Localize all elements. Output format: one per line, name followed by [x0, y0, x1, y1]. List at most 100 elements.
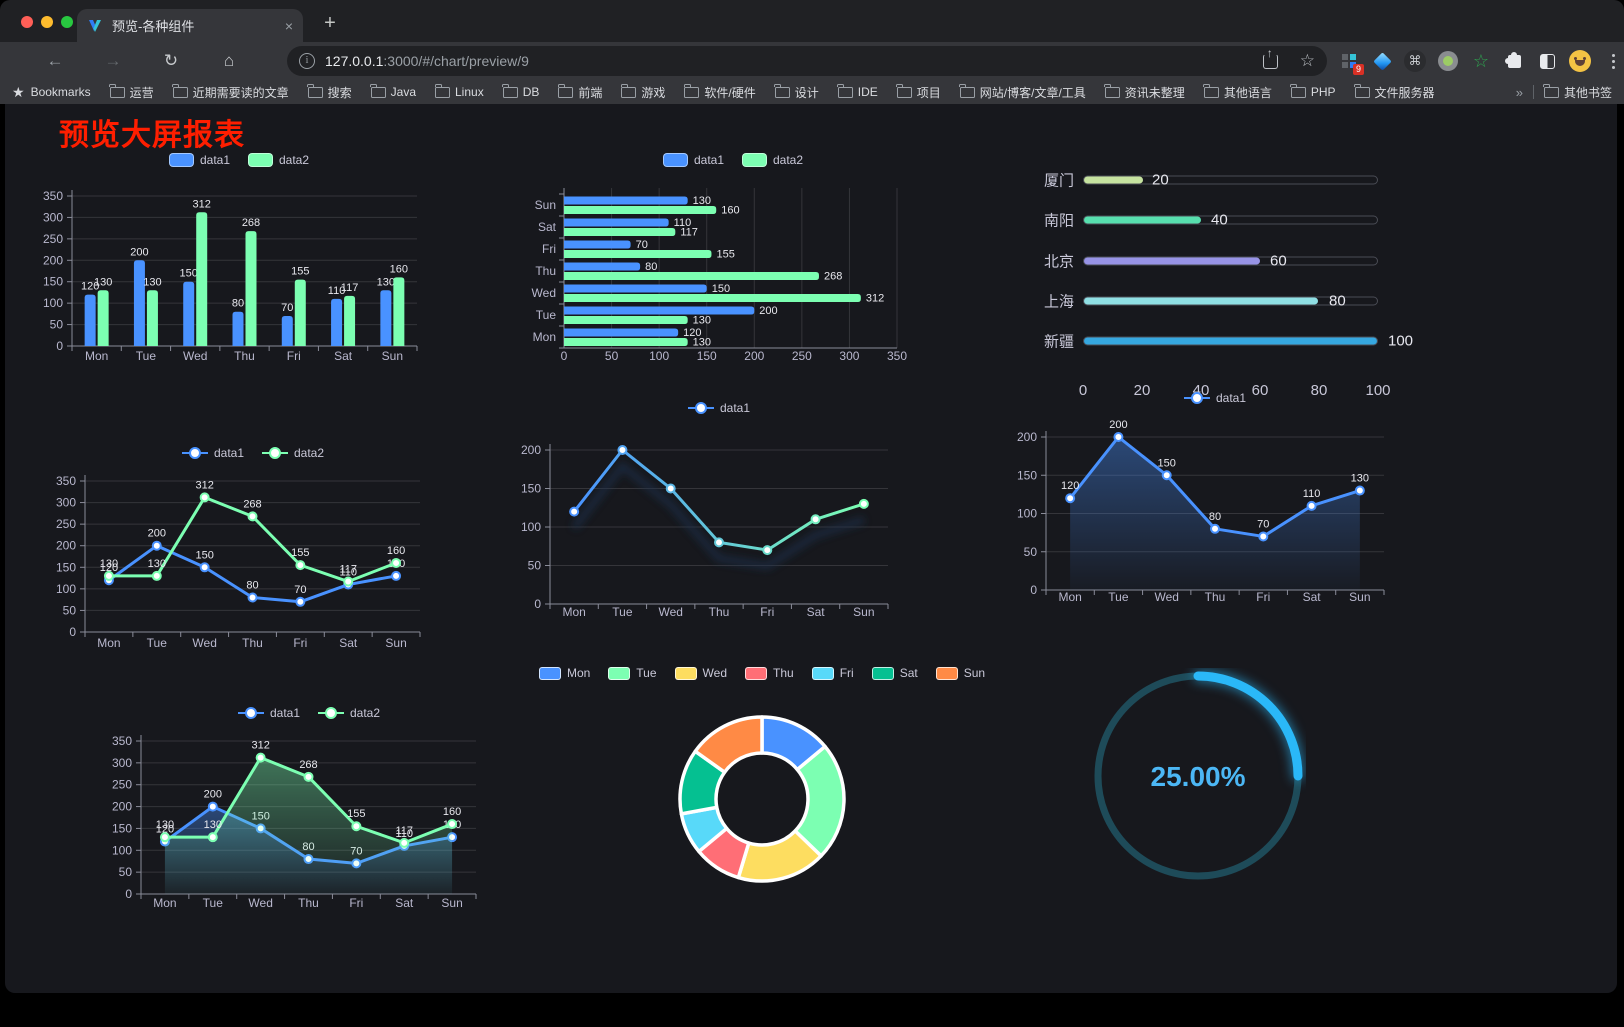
extension-contrast-button[interactable] — [1535, 49, 1559, 73]
legend-item-Fri[interactable]: Fri — [811, 666, 854, 680]
bookmarks-label: Bookmarks — [30, 85, 91, 99]
bookmark-folder-item[interactable]: Java — [370, 83, 416, 99]
bookmarks-star-icon[interactable]: ★ — [12, 83, 25, 100]
svg-text:117: 117 — [395, 825, 413, 837]
close-window-button[interactable] — [21, 16, 33, 28]
legend-item-data1[interactable]: data1 — [237, 706, 300, 720]
svg-text:Sat: Sat — [334, 349, 353, 363]
svg-text:0: 0 — [561, 349, 568, 363]
bookmark-folder-item[interactable]: 软件/硬件 — [683, 83, 756, 101]
browser-menu-button[interactable] — [1601, 49, 1624, 73]
svg-text:80: 80 — [1209, 511, 1221, 523]
svg-text:Sat: Sat — [1303, 590, 1322, 604]
legend-item-Wed[interactable]: Wed — [674, 666, 727, 680]
bookmark-folder-item[interactable]: Linux — [434, 83, 484, 99]
bookmark-folder-item[interactable]: 网站/博客/文章/工具 — [959, 83, 1086, 101]
bookmark-folder-item[interactable]: 游戏 — [620, 83, 665, 101]
extension-grid-button[interactable]: 9 — [1337, 49, 1364, 75]
legend-item-data1[interactable]: data1 — [168, 153, 230, 167]
bookmark-folder-item[interactable]: DB — [502, 83, 540, 99]
legend-item-data2[interactable]: data2 — [248, 153, 309, 167]
svg-text:Fri: Fri — [349, 896, 363, 910]
svg-text:155: 155 — [347, 808, 365, 820]
bookmark-folder-label: 资讯未整理 — [1124, 85, 1185, 100]
extensions-puzzle-button[interactable] — [1502, 49, 1526, 73]
bookmark-folder-item[interactable]: 项目 — [896, 83, 941, 101]
legend-item-Thu[interactable]: Thu — [745, 666, 794, 680]
bookmark-folder-item[interactable]: 搜索 — [307, 83, 352, 101]
legend-item-data1[interactable]: data1 — [1183, 391, 1246, 405]
bookmark-folder-item[interactable]: 运营 — [109, 83, 154, 101]
area-chart-svg: 0 50 100 150 200 250 300 350 Mon Tue Wed Thu Fri Sat S… — [112, 734, 477, 910]
svg-text:117: 117 — [341, 282, 359, 294]
legend-item-data2[interactable]: data2 — [262, 446, 324, 460]
extension-record-button[interactable] — [1436, 49, 1460, 73]
svg-text:Mon: Mon — [85, 349, 108, 363]
profile-avatar[interactable] — [1568, 49, 1592, 73]
svg-text:Sun: Sun — [853, 605, 874, 619]
site-info-icon[interactable] — [299, 53, 315, 69]
bookmark-star-icon[interactable]: ☆ — [1299, 51, 1315, 70]
legend-item-data2[interactable]: data2 — [318, 706, 380, 720]
legend-label: Fri — [839, 666, 854, 680]
bookmark-folder-item[interactable]: IDE — [837, 83, 878, 99]
legend-item-Tue[interactable]: Tue — [608, 666, 657, 680]
bookmark-folder-label: 设计 — [794, 85, 819, 100]
legend-swatch — [262, 447, 288, 459]
svg-text:Thu: Thu — [1205, 590, 1226, 604]
svg-text:Wed: Wed — [532, 286, 556, 300]
bookmark-folder-label: DB — [522, 85, 540, 99]
forward-icon[interactable]: → — [104, 51, 122, 70]
bookmarks-root[interactable]: Bookmarks — [31, 85, 91, 99]
svg-text:150: 150 — [180, 268, 198, 280]
svg-text:Tue: Tue — [536, 308, 557, 322]
minimize-window-button[interactable] — [41, 16, 53, 28]
bookmarks-overflow-chevron[interactable]: » — [1515, 84, 1523, 100]
back-icon[interactable]: ← — [46, 51, 64, 70]
legend-item-data2[interactable]: data2 — [742, 153, 803, 167]
legend-swatch — [318, 707, 344, 719]
svg-text:70: 70 — [294, 584, 306, 596]
address-bar[interactable]: 127.0.0.1:3000/#/chart/preview/9 ☆ — [287, 46, 1327, 76]
command-icon: ⌘ — [1404, 50, 1426, 72]
legend-label: data1 — [719, 401, 751, 415]
legend-item-data1[interactable]: data1 — [687, 401, 751, 415]
legend-item-data1[interactable]: data1 — [662, 153, 724, 167]
legend-label: data2 — [350, 706, 381, 720]
other-bookmarks-folder[interactable]: 其他书签 — [1543, 83, 1612, 101]
svg-text:130: 130 — [148, 558, 166, 570]
bookmark-folder-item[interactable]: 近期需要读的文章 — [172, 83, 289, 101]
legend-item-Mon[interactable]: Mon — [538, 666, 590, 680]
legend-item-data1[interactable]: data1 — [181, 446, 244, 460]
svg-text:Wed: Wed — [1154, 590, 1178, 604]
bookmark-folder-item[interactable]: 文件服务器 — [1354, 83, 1435, 101]
extension-command-button[interactable]: ⌘ — [1403, 49, 1427, 73]
browser-tab[interactable]: 预览-各种组件 × — [77, 9, 303, 42]
bookmark-folder-item[interactable]: 其他语言 — [1203, 83, 1272, 101]
svg-text:110: 110 — [339, 567, 357, 579]
avatar-face-icon — [1569, 50, 1591, 72]
svg-text:200: 200 — [1109, 419, 1127, 431]
url-text[interactable]: 127.0.0.1:3000/#/chart/preview/9 — [325, 53, 1263, 69]
other-bookmarks-label: 其他书签 — [1563, 85, 1612, 100]
svg-text:130: 130 — [143, 276, 161, 288]
bookmark-folder-item[interactable]: 前端 — [557, 83, 602, 101]
extension-gem-button[interactable] — [1370, 49, 1394, 73]
legend-item-Sat[interactable]: Sat — [871, 666, 918, 680]
home-icon[interactable]: ⌂ — [223, 51, 235, 70]
tab-close-icon[interactable]: × — [284, 17, 293, 34]
svg-text:268: 268 — [243, 498, 261, 510]
zoom-window-button[interactable] — [61, 16, 73, 28]
legend-item-Sun[interactable]: Sun — [935, 666, 985, 680]
bookmark-folder-item[interactable]: PHP — [1290, 83, 1336, 99]
extension-star-button[interactable]: ☆ — [1469, 49, 1493, 73]
svg-text:Tue: Tue — [136, 349, 157, 363]
share-icon[interactable] — [1262, 46, 1278, 69]
new-tab-button[interactable]: + — [324, 12, 336, 34]
svg-text:268: 268 — [242, 217, 260, 229]
bookmarks-divider — [1532, 85, 1534, 99]
bookmark-folder-item[interactable]: 设计 — [774, 83, 819, 101]
reload-icon[interactable]: ↻ — [163, 51, 179, 70]
bookmark-folder-item[interactable]: 资讯未整理 — [1104, 83, 1185, 101]
progress-bar-chart: 厦门 20 南阳 40 北京 60 上海 80 新疆 100 0 20 40 60 80 100 — [996, 160, 1426, 400]
